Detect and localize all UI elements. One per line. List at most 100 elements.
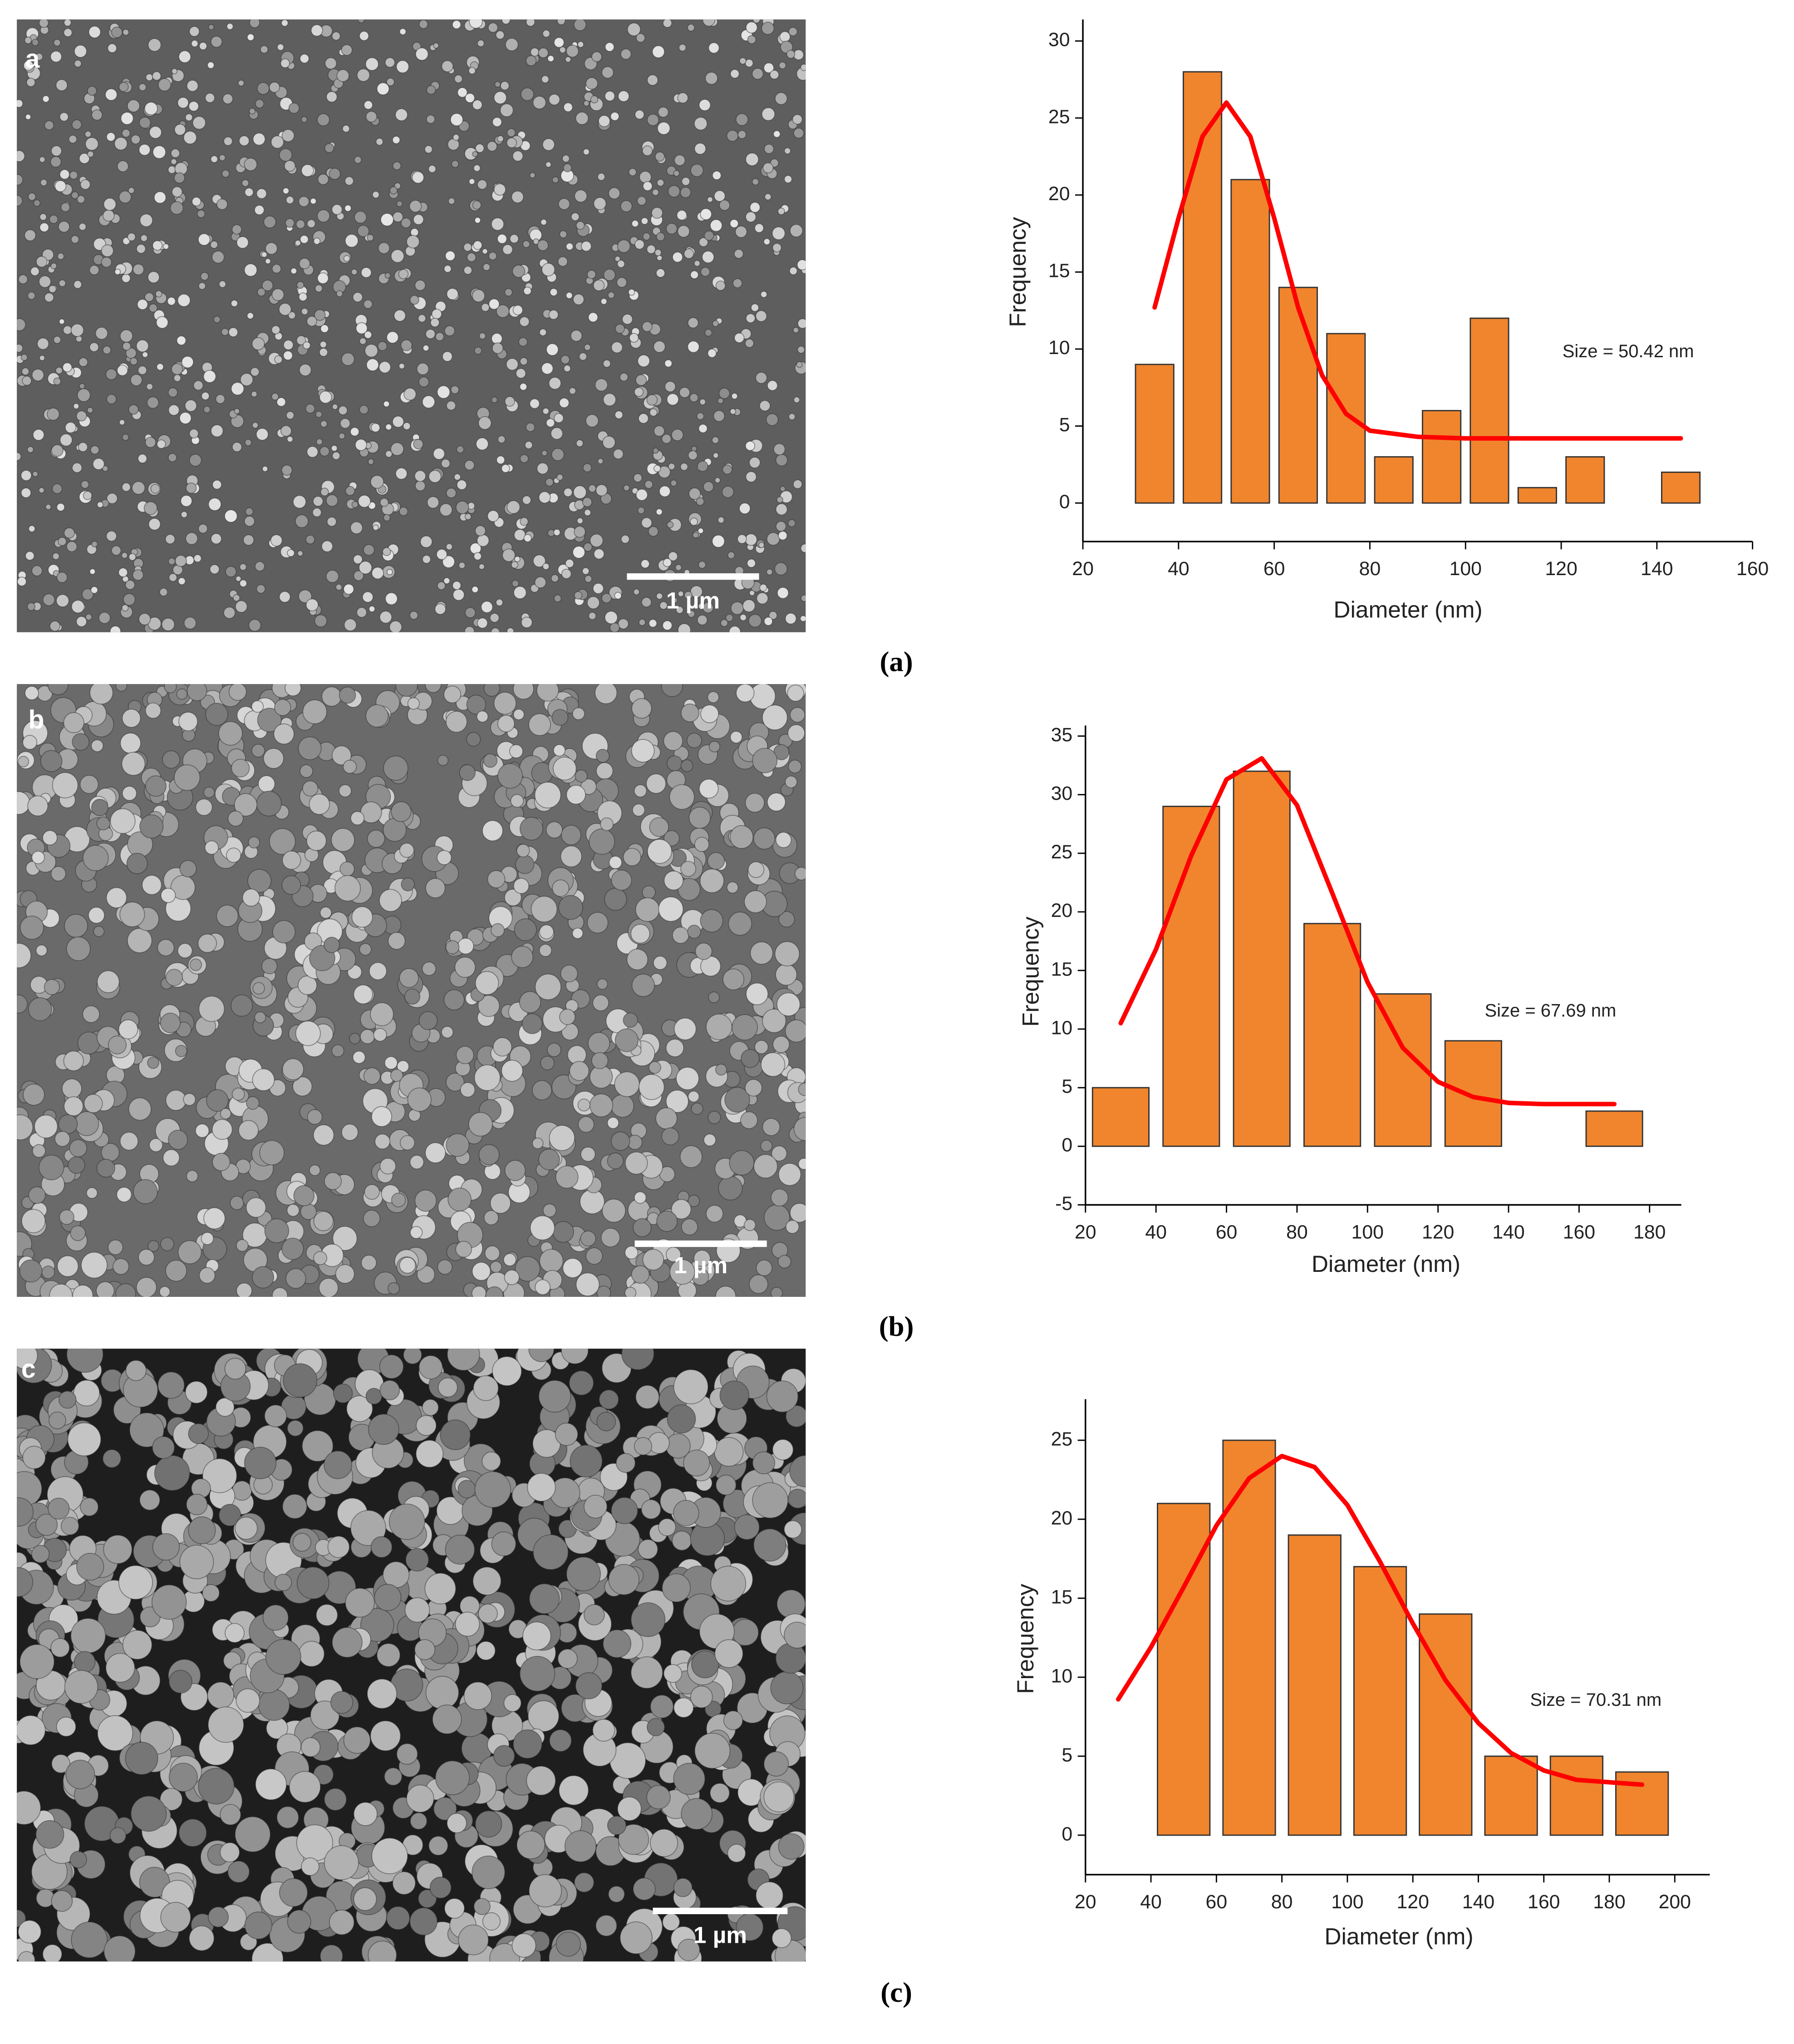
particle	[363, 544, 375, 556]
particle	[646, 773, 666, 794]
particle	[350, 521, 363, 534]
particle	[79, 153, 90, 164]
particle	[315, 411, 323, 418]
particle	[520, 454, 529, 463]
particle	[359, 561, 373, 575]
particle	[653, 465, 661, 473]
particle	[324, 1172, 342, 1190]
particle	[458, 561, 466, 569]
particle	[383, 1561, 410, 1588]
particle	[39, 222, 49, 232]
particle	[256, 428, 269, 441]
particle	[389, 621, 403, 632]
particle	[633, 1218, 652, 1237]
particle	[744, 890, 767, 913]
particle	[477, 39, 485, 47]
particle	[656, 592, 663, 600]
particle	[698, 778, 719, 799]
bar	[1091, 1087, 1150, 1147]
particle	[131, 134, 141, 145]
particle	[631, 739, 655, 763]
particle	[37, 337, 49, 350]
particle	[42, 1944, 63, 1962]
particle	[74, 1651, 96, 1673]
particle	[244, 1447, 277, 1479]
particle	[443, 577, 451, 585]
particle	[458, 1924, 489, 1955]
particle	[444, 1898, 465, 1919]
particle	[220, 1804, 241, 1826]
particle	[743, 1219, 756, 1231]
particle	[542, 408, 550, 415]
particle	[687, 340, 700, 353]
particle	[493, 91, 507, 104]
particle	[572, 707, 585, 720]
particle	[439, 503, 453, 517]
particle	[256, 791, 282, 817]
particle	[552, 1221, 574, 1243]
particle	[152, 71, 162, 81]
particle	[433, 1797, 457, 1821]
panel-caption: (c)	[880, 1976, 912, 2008]
particle	[255, 1768, 287, 1800]
particle	[575, 1672, 603, 1699]
particle	[656, 179, 664, 187]
particle	[103, 1535, 133, 1564]
particle	[538, 1148, 560, 1171]
particle	[475, 1810, 502, 1838]
particle	[117, 160, 129, 172]
x-tick-label: 20	[1075, 1891, 1096, 1913]
particle	[770, 1287, 783, 1297]
particle	[397, 1060, 409, 1073]
particle	[147, 271, 160, 284]
particle	[400, 339, 413, 351]
particle	[492, 117, 502, 127]
particle	[76, 410, 87, 422]
particle	[506, 358, 519, 371]
particle	[539, 328, 547, 336]
particle	[452, 134, 460, 141]
particle	[136, 339, 149, 353]
particle	[160, 1901, 191, 1933]
particle	[762, 1009, 786, 1033]
particle	[418, 1355, 443, 1379]
particle	[151, 1584, 187, 1620]
particle	[251, 337, 265, 350]
particle	[608, 1564, 639, 1596]
particle	[418, 1011, 438, 1030]
particle	[482, 263, 491, 271]
particle	[168, 557, 176, 565]
particle	[696, 497, 705, 506]
particle	[396, 200, 403, 207]
particle	[250, 367, 260, 377]
particle	[54, 180, 67, 192]
particle	[342, 124, 350, 133]
particle	[215, 394, 226, 404]
particle	[437, 1259, 452, 1275]
particle	[193, 380, 204, 391]
particle	[652, 45, 665, 59]
particle	[620, 200, 633, 212]
particle	[707, 691, 719, 704]
particle	[474, 217, 481, 224]
particle	[138, 83, 147, 91]
particle	[636, 33, 645, 43]
particle	[204, 840, 219, 855]
particle	[49, 215, 59, 224]
particle	[667, 1404, 696, 1433]
particle	[445, 1534, 475, 1565]
particle	[282, 1058, 304, 1080]
particle	[244, 438, 252, 446]
particle	[771, 1188, 789, 1207]
particle	[298, 1640, 325, 1667]
x-tick-label: 80	[1359, 558, 1381, 580]
particle	[399, 842, 414, 858]
particle	[92, 458, 105, 470]
particle	[68, 1156, 85, 1174]
particle	[150, 484, 160, 494]
particle	[797, 345, 805, 354]
particle	[710, 1566, 747, 1602]
particle	[487, 22, 498, 33]
particle	[780, 486, 786, 492]
